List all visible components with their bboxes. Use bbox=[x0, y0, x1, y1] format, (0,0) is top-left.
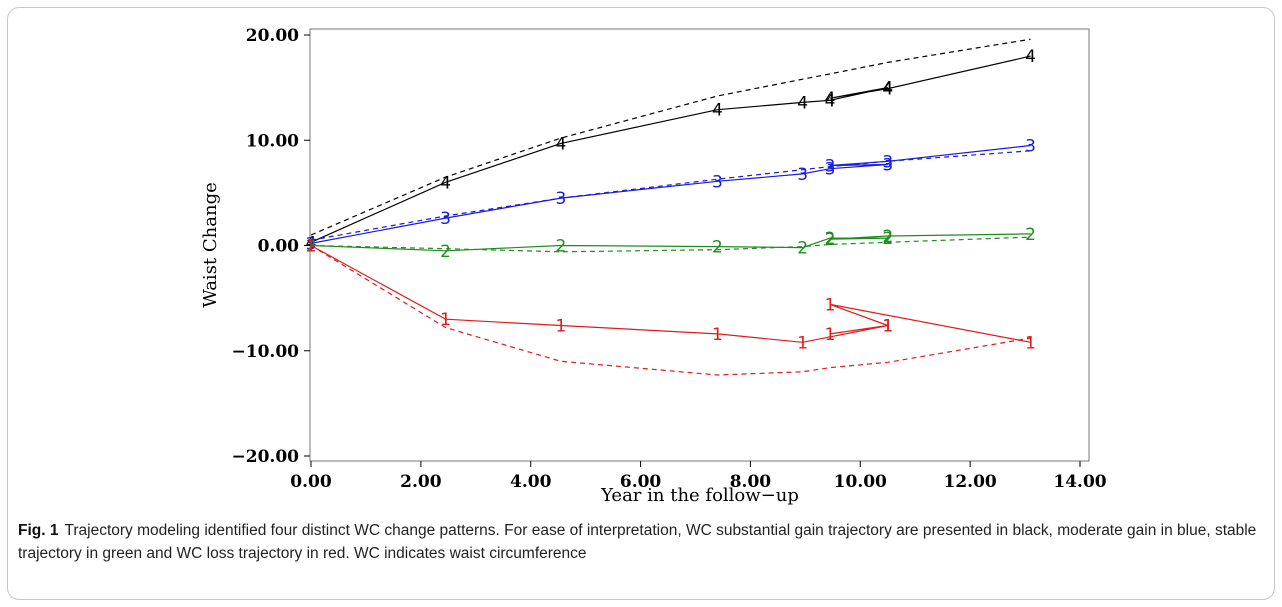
data-point-marker: 3 bbox=[797, 165, 808, 185]
data-point-marker: 2 bbox=[1025, 225, 1036, 245]
data-point-marker: 1 bbox=[1025, 333, 1036, 353]
data-point-marker: 1 bbox=[712, 325, 723, 345]
data-point-marker: 2 bbox=[882, 227, 893, 247]
observed-line-1 bbox=[310, 244, 1031, 343]
data-point-marker: 1 bbox=[882, 316, 893, 336]
y-tick-label: −20.00 bbox=[232, 447, 300, 467]
x-tick-label: 6.00 bbox=[620, 472, 662, 492]
data-point-marker: 4 bbox=[882, 79, 893, 99]
data-point-marker: 4 bbox=[1025, 47, 1036, 67]
plot-area bbox=[309, 28, 1090, 462]
x-tick-label: 0.00 bbox=[290, 472, 332, 492]
data-point-marker: 2 bbox=[306, 237, 317, 257]
data-point-marker: 3 bbox=[825, 157, 836, 177]
data-point-marker: 1 bbox=[440, 310, 451, 330]
data-point-marker: 4 bbox=[882, 80, 893, 100]
predicted-line-3 bbox=[310, 150, 1031, 241]
data-point-marker: 4 bbox=[556, 134, 567, 154]
y-axis-title: Waist Change bbox=[200, 182, 221, 307]
series-group-1: 11 1 1 111 111 bbox=[306, 237, 1036, 376]
data-point-marker: 2 bbox=[440, 242, 451, 262]
series-group-2: 2 2 2 2 2 2 22 2 2 bbox=[306, 225, 1036, 262]
data-point-marker: 4 bbox=[825, 91, 836, 111]
data-point-marker: 2 bbox=[825, 229, 836, 249]
predicted-line-1 bbox=[310, 244, 1031, 376]
observed-line-2 bbox=[310, 233, 1031, 252]
data-point-marker: 1 bbox=[556, 316, 567, 336]
x-tick-label: 10.00 bbox=[834, 472, 887, 492]
data-point-marker: 2 bbox=[825, 230, 836, 250]
data-point-marker: 3 bbox=[882, 152, 893, 172]
observed-line-4 bbox=[310, 55, 1031, 243]
figure-caption-text: Trajectory modeling identified four dist… bbox=[18, 522, 1257, 562]
figure-label: Fig. 1 bbox=[18, 522, 59, 539]
data-point-marker: 2 bbox=[797, 239, 808, 259]
figure-caption: Fig. 1 Trajectory modeling identified fou… bbox=[18, 519, 1268, 565]
data-point-marker: 4 bbox=[825, 89, 836, 109]
data-point-marker: 3 bbox=[306, 234, 317, 254]
figure-frame bbox=[7, 7, 1275, 600]
data-point-marker: 3 bbox=[1025, 137, 1036, 157]
data-point-marker: 3 bbox=[825, 160, 836, 180]
y-tick-label: 10.00 bbox=[246, 131, 299, 151]
data-point-marker: 2 bbox=[882, 229, 893, 249]
data-point-marker: 4 bbox=[440, 173, 451, 193]
y-tick-label: −10.00 bbox=[232, 342, 300, 362]
data-point-marker: 1 bbox=[306, 237, 317, 257]
data-point-marker: 3 bbox=[882, 155, 893, 175]
x-tick-label: 4.00 bbox=[510, 472, 552, 492]
data-point-marker: 4 bbox=[797, 93, 808, 113]
x-tick-label: 12.00 bbox=[944, 472, 997, 492]
predicted-line-4 bbox=[310, 38, 1031, 236]
trajectory-chart: 0.00 2.00 4.00 6.00 8.00 10.00 12.00 14.00−20.0… bbox=[200, 26, 1107, 506]
observed-line-3 bbox=[310, 144, 1031, 244]
predicted-line-2 bbox=[310, 236, 1031, 253]
data-point-marker: 1 bbox=[825, 325, 836, 345]
data-point-marker: 3 bbox=[556, 189, 567, 209]
y-tick-label: 20.00 bbox=[246, 26, 299, 46]
x-tick-label: 2.00 bbox=[400, 472, 442, 492]
data-point-marker: 1 bbox=[882, 316, 893, 336]
data-point-marker: 1 bbox=[797, 333, 808, 353]
data-point-marker: 1 bbox=[825, 295, 836, 315]
data-point-marker: 3 bbox=[440, 209, 451, 229]
y-tick-label: 0.00 bbox=[258, 237, 300, 257]
x-axis-title: Year in the follow−up bbox=[600, 485, 799, 506]
data-point-marker: 3 bbox=[712, 172, 723, 192]
data-point-marker: 2 bbox=[712, 238, 723, 258]
x-tick-label: 8.00 bbox=[730, 472, 772, 492]
data-point-marker: 4 bbox=[712, 101, 723, 121]
x-tick-label: 14.00 bbox=[1053, 472, 1106, 492]
data-point-marker: 2 bbox=[556, 237, 567, 257]
